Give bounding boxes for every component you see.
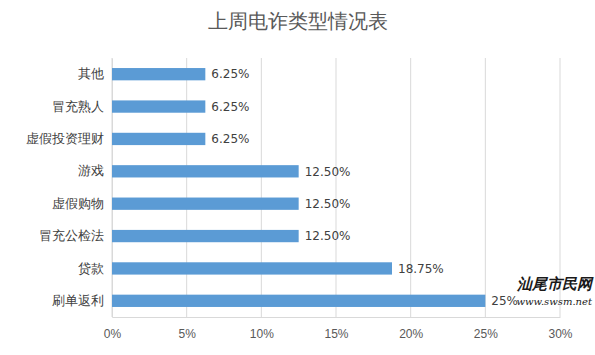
x-axis-line [113, 317, 561, 318]
y-tick-label: 游戏 [78, 163, 104, 178]
bar [112, 295, 485, 307]
bar [112, 230, 299, 242]
x-tick-label: 0% [104, 327, 122, 341]
x-tick: 0% [104, 317, 122, 341]
bar [112, 262, 392, 274]
x-tick: 5% [178, 317, 196, 341]
y-tick: 刷单返利 [52, 293, 112, 308]
title: 上周电诈类型情况表 [208, 9, 388, 33]
x-axis: 0% 5% 10% 15% 20% 25% 30% [104, 317, 573, 341]
x-tick: 15% [324, 317, 348, 341]
chart: 上周电诈类型情况表 0% 5% 10% 15% 20% 25% 30% 其他冒充熟人虚假投资理财… [0, 0, 595, 355]
x-tick: 10% [250, 317, 274, 341]
y-tick: 其他 [78, 66, 112, 81]
y-axis: 其他冒充熟人虚假投资理财游戏虚假购物冒充公检法贷款刷单返利 [26, 59, 113, 318]
x-tick: 30% [548, 317, 572, 341]
x-tick-label: 20% [399, 327, 423, 341]
x-tick: 20% [399, 317, 423, 341]
grid-line [485, 58, 486, 317]
y-tick: 冒充公检法 [39, 228, 112, 243]
data-labels: 6.25% 6.25% 6.25% 12.50% 12.50% 12.50% 18.75% 2… [211, 67, 518, 308]
data-label: 12.50% [305, 229, 351, 243]
y-tick: 冒充熟人 [52, 99, 112, 114]
y-tick-label: 贷款 [78, 261, 104, 276]
data-label: 18.75% [398, 262, 444, 276]
y-tick: 贷款 [78, 261, 112, 276]
bar [112, 198, 299, 210]
bar [112, 68, 205, 80]
y-axis-line [112, 59, 113, 318]
bar [112, 100, 205, 112]
y-tick-label: 冒充熟人 [52, 99, 104, 114]
grid [112, 58, 560, 317]
bar [112, 165, 299, 177]
x-tick-label: 15% [324, 327, 348, 341]
data-label: 6.25% [211, 100, 249, 114]
grid-line [410, 58, 411, 317]
grid-line [336, 58, 337, 317]
bar [112, 133, 205, 145]
bars [112, 68, 485, 307]
data-label: 6.25% [211, 132, 249, 146]
annotation: www.swsm.net [516, 296, 593, 307]
y-tick-label: 虚假购物 [52, 196, 104, 211]
annotation: 汕尾市民网 [516, 275, 594, 293]
x-tick-label: 25% [474, 327, 498, 341]
grid-line [261, 58, 262, 317]
x-tick-label: 10% [250, 327, 274, 341]
y-tick-label: 虚假投资理财 [26, 131, 104, 146]
y-tick: 虚假购物 [52, 196, 112, 211]
data-label: 6.25% [211, 67, 249, 81]
x-tick-label: 5% [178, 327, 196, 341]
x-tick: 25% [474, 317, 498, 341]
y-tick-label: 其他 [78, 66, 104, 81]
y-tick: 虚假投资理财 [26, 131, 112, 146]
data-label: 12.50% [305, 197, 351, 211]
data-label: 12.50% [305, 165, 351, 179]
data-label: 25% [491, 294, 518, 308]
y-tick: 游戏 [78, 163, 112, 178]
watermark: 汕尾市民网 www.swsm.net [516, 275, 594, 307]
y-tick-label: 冒充公检法 [39, 228, 104, 243]
grid-line [186, 58, 187, 317]
grid-line [112, 58, 113, 317]
y-tick-label: 刷单返利 [52, 293, 104, 308]
x-tick-label: 30% [548, 327, 572, 341]
